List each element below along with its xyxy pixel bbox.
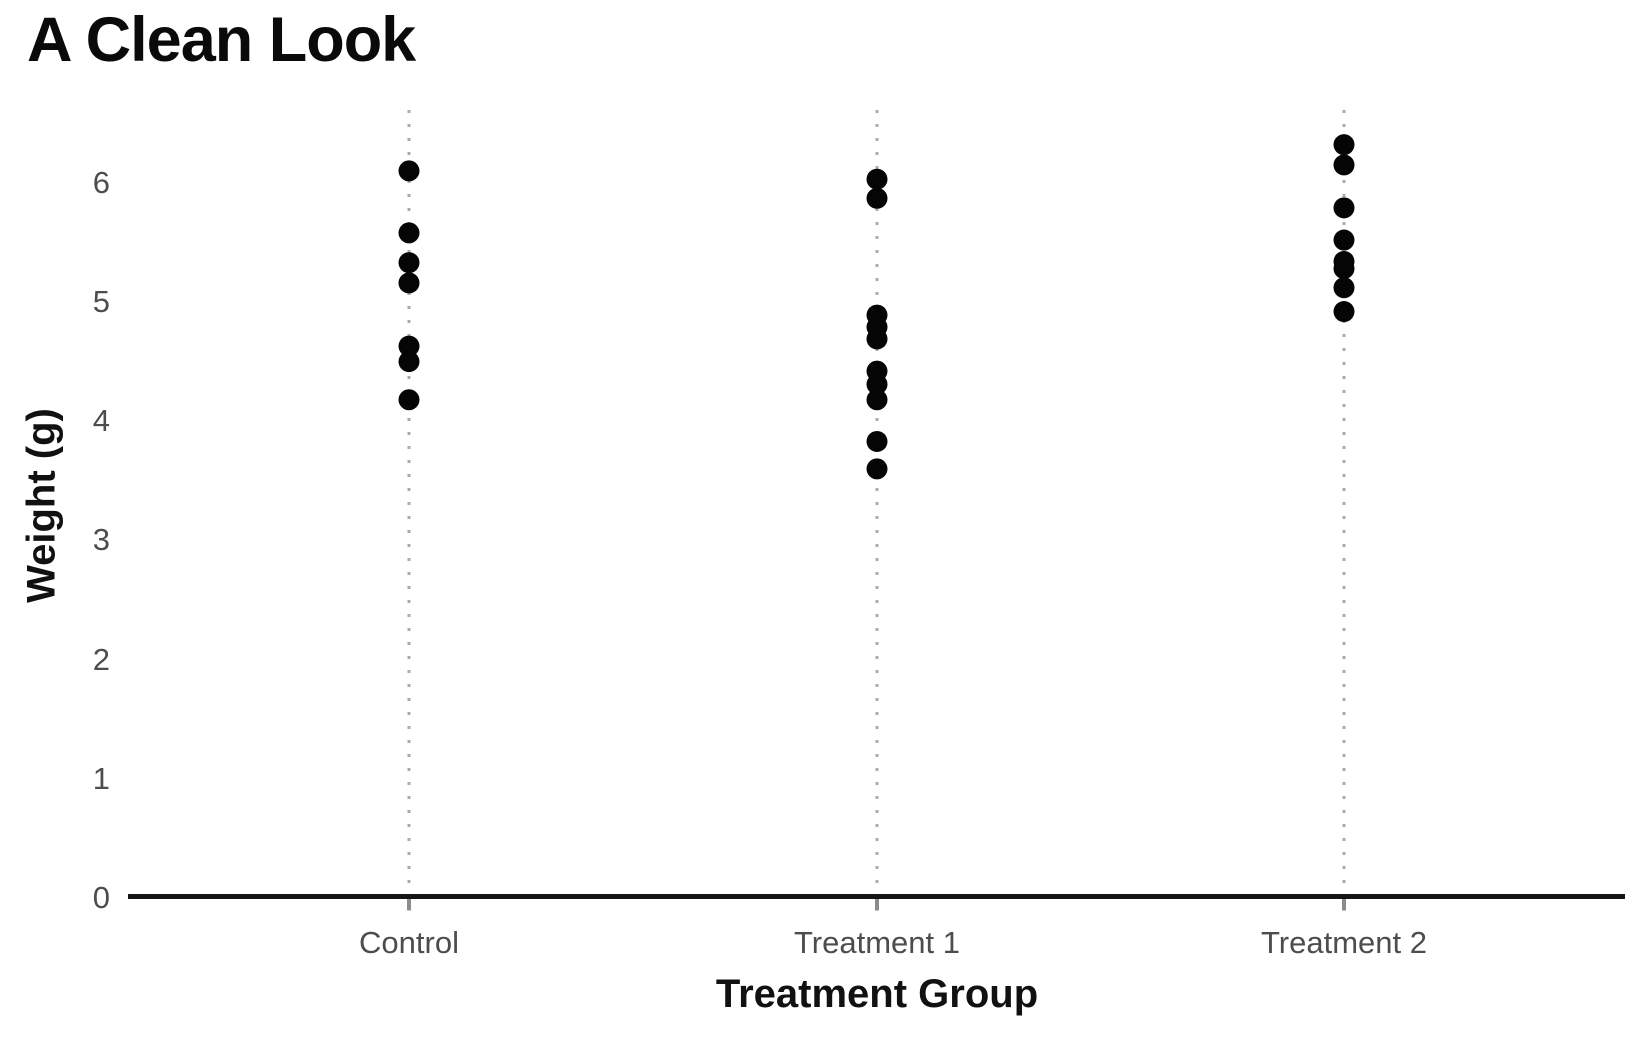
- x-tick-label-treatment-1: Treatment 1: [794, 925, 960, 960]
- y-tick-label-3: 3: [92, 522, 110, 558]
- data-point: [1333, 277, 1355, 299]
- data-point: [398, 389, 420, 411]
- data-point: [398, 252, 420, 274]
- x-tick-label-treatment-2: Treatment 2: [1261, 925, 1427, 960]
- data-point: [1333, 134, 1355, 156]
- data-point: [398, 351, 420, 373]
- data-point: [866, 373, 888, 395]
- chart-title: A Clean Look: [27, 5, 416, 75]
- y-tick-label-1: 1: [92, 760, 110, 796]
- data-point: [398, 160, 420, 182]
- data-point: [866, 430, 888, 452]
- data-point: [398, 272, 420, 294]
- data-point: [866, 389, 888, 411]
- data-point: [866, 187, 888, 209]
- data-point: [398, 335, 420, 357]
- data-point: [866, 458, 888, 480]
- data-point: [866, 168, 888, 190]
- data-point: [398, 222, 420, 244]
- x-tick-label-control: Control: [359, 925, 459, 960]
- y-axis-title: Weight (g): [19, 408, 64, 603]
- data-point: [1333, 301, 1355, 323]
- data-point: [1333, 197, 1355, 219]
- data-point: [866, 328, 888, 350]
- y-tick-label-5: 5: [92, 284, 110, 319]
- data-point: [1333, 154, 1355, 176]
- y-tick-label-6: 6: [92, 164, 110, 200]
- data-point: [1333, 258, 1355, 280]
- y-tick-label-2: 2: [92, 641, 110, 677]
- x-axis-title: Treatment Group: [715, 972, 1039, 1016]
- y-tick-label-0: 0: [92, 880, 110, 915]
- data-point: [1333, 229, 1355, 251]
- y-tick-label-4: 4: [92, 403, 110, 439]
